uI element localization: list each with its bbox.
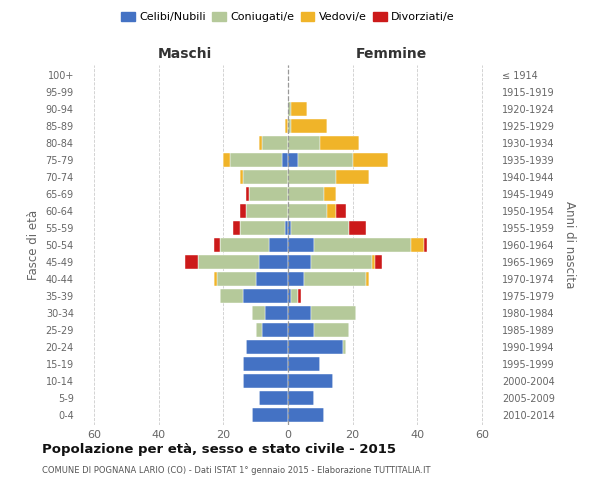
- Bar: [253, 408, 288, 422]
- Bar: [288, 188, 323, 201]
- Bar: [220, 289, 243, 302]
- Bar: [214, 238, 220, 252]
- Bar: [424, 238, 427, 252]
- Bar: [311, 255, 372, 269]
- Bar: [291, 289, 298, 302]
- Bar: [288, 340, 343, 353]
- Bar: [262, 323, 288, 336]
- Bar: [256, 272, 288, 286]
- Bar: [223, 154, 230, 167]
- Bar: [314, 323, 349, 336]
- Bar: [288, 221, 291, 235]
- Bar: [337, 170, 369, 184]
- Text: COMUNE DI POGNANA LARIO (CO) - Dati ISTAT 1° gennaio 2015 - Elaborazione TUTTITA: COMUNE DI POGNANA LARIO (CO) - Dati ISTA…: [42, 466, 431, 475]
- Bar: [246, 204, 288, 218]
- Bar: [372, 255, 375, 269]
- Y-axis label: Anni di nascita: Anni di nascita: [563, 202, 577, 288]
- Bar: [288, 357, 320, 370]
- Legend: Celibi/Nubili, Coniugati/e, Vedovi/e, Divorziati/e: Celibi/Nubili, Coniugati/e, Vedovi/e, Di…: [117, 8, 459, 27]
- Bar: [256, 323, 262, 336]
- Bar: [288, 289, 291, 302]
- Bar: [285, 120, 288, 133]
- Text: Maschi: Maschi: [157, 47, 212, 61]
- Bar: [281, 154, 288, 167]
- Bar: [343, 340, 346, 353]
- Bar: [288, 136, 320, 150]
- Bar: [185, 255, 197, 269]
- Bar: [262, 136, 288, 150]
- Bar: [320, 136, 359, 150]
- Bar: [314, 238, 411, 252]
- Bar: [243, 374, 288, 388]
- Bar: [311, 306, 356, 320]
- Bar: [288, 120, 291, 133]
- Bar: [269, 238, 288, 252]
- Bar: [349, 221, 365, 235]
- Bar: [411, 238, 424, 252]
- Bar: [259, 136, 262, 150]
- Text: Popolazione per età, sesso e stato civile - 2015: Popolazione per età, sesso e stato civil…: [42, 442, 396, 456]
- Bar: [239, 221, 285, 235]
- Bar: [288, 255, 311, 269]
- Bar: [288, 272, 304, 286]
- Bar: [288, 170, 337, 184]
- Bar: [288, 391, 314, 404]
- Bar: [197, 255, 259, 269]
- Bar: [288, 374, 333, 388]
- Bar: [337, 204, 346, 218]
- Y-axis label: Fasce di età: Fasce di età: [27, 210, 40, 280]
- Bar: [253, 306, 265, 320]
- Bar: [291, 102, 307, 116]
- Bar: [304, 272, 365, 286]
- Bar: [291, 221, 349, 235]
- Bar: [243, 357, 288, 370]
- Bar: [214, 272, 217, 286]
- Bar: [288, 238, 314, 252]
- Bar: [243, 289, 288, 302]
- Bar: [265, 306, 288, 320]
- Bar: [246, 340, 288, 353]
- Bar: [230, 154, 281, 167]
- Bar: [291, 120, 327, 133]
- Bar: [353, 154, 388, 167]
- Bar: [375, 255, 382, 269]
- Bar: [285, 221, 288, 235]
- Bar: [220, 238, 269, 252]
- Bar: [217, 272, 256, 286]
- Bar: [259, 255, 288, 269]
- Bar: [288, 154, 298, 167]
- Bar: [243, 170, 288, 184]
- Bar: [246, 188, 249, 201]
- Bar: [288, 323, 314, 336]
- Bar: [298, 154, 353, 167]
- Bar: [249, 188, 288, 201]
- Bar: [288, 204, 327, 218]
- Bar: [327, 204, 337, 218]
- Bar: [239, 204, 246, 218]
- Bar: [288, 408, 323, 422]
- Bar: [298, 289, 301, 302]
- Bar: [239, 170, 243, 184]
- Bar: [259, 391, 288, 404]
- Bar: [323, 188, 337, 201]
- Bar: [365, 272, 369, 286]
- Text: Femmine: Femmine: [356, 47, 427, 61]
- Bar: [288, 306, 311, 320]
- Bar: [288, 102, 291, 116]
- Bar: [233, 221, 239, 235]
